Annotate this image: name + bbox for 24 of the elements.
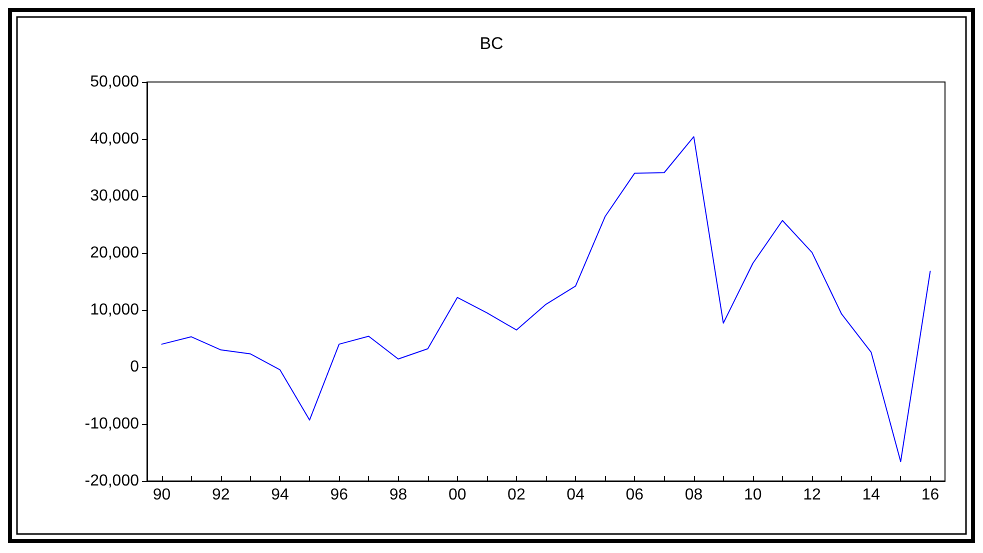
x-tick-label: 02 bbox=[508, 486, 526, 504]
y-tick-label: -20,000 bbox=[84, 472, 140, 490]
x-tick-label: 92 bbox=[212, 486, 230, 504]
x-tick-label: 10 bbox=[744, 486, 762, 504]
x-tick-label: 00 bbox=[448, 486, 466, 504]
x-tick-label: 98 bbox=[389, 486, 408, 504]
x-tick-label: 06 bbox=[626, 486, 644, 504]
y-tick-label: 20,000 bbox=[90, 244, 140, 262]
y-tick-label: 40,000 bbox=[90, 130, 140, 148]
y-tick-label: 10,000 bbox=[90, 302, 140, 318]
y-tick-label: 30,000 bbox=[90, 188, 140, 204]
x-tick-label: 90 bbox=[152, 486, 171, 504]
x-tick-label: 04 bbox=[566, 486, 585, 504]
chart-title: BC bbox=[480, 34, 504, 53]
y-tick-label: -10,000 bbox=[84, 416, 140, 432]
x-tick-label: 96 bbox=[330, 486, 348, 504]
x-tick-label: 94 bbox=[271, 486, 289, 504]
x-tick-label: 14 bbox=[862, 486, 880, 504]
x-tick-label: 16 bbox=[921, 486, 940, 504]
line-series bbox=[161, 136, 931, 462]
x-tick-label: 12 bbox=[803, 486, 821, 504]
y-tick-label: 0 bbox=[130, 358, 140, 376]
y-tick-label: 50,000 bbox=[90, 74, 140, 90]
x-tick-label: 08 bbox=[684, 486, 703, 504]
